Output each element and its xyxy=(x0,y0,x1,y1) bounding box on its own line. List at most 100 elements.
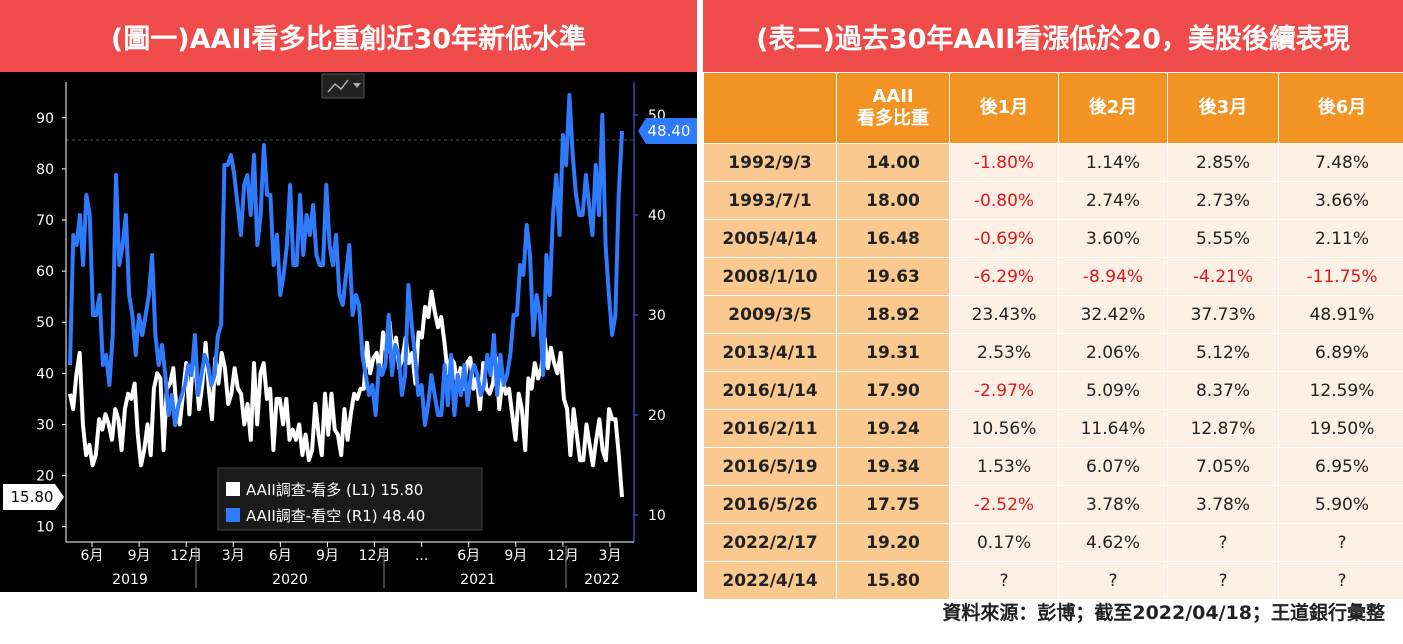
bull-ratio-cell: 17.90 xyxy=(836,371,950,410)
x-axis-month-label: 12月 xyxy=(170,548,202,564)
date-cell: 2009/3/5 xyxy=(703,295,837,334)
date-cell: 2022/4/14 xyxy=(703,561,837,600)
return-cell: ? xyxy=(1058,561,1168,600)
x-axis-month-label: 9月 xyxy=(128,548,151,564)
chart-title-banner: (圖一)AAII看多比重創近30年新低水準 xyxy=(0,0,697,72)
bear-value-tag-label: 48.40 xyxy=(648,122,691,140)
bull-series-line xyxy=(68,289,624,498)
date-cell: 1992/9/3 xyxy=(703,143,837,182)
bull-ratio-cell: 19.63 xyxy=(836,257,950,296)
table-row: 2022/4/14 15.80???? xyxy=(703,561,1403,600)
bull-value-tag xyxy=(3,484,64,511)
right-axis-tick-label: 20 xyxy=(648,408,666,424)
table-title: (表二)過去30年AAII看漲低於20，美股後續表現 xyxy=(756,23,1350,55)
left-axis-tick-label: 50 xyxy=(36,315,54,331)
return-cell: 1.53% xyxy=(949,447,1059,486)
x-axis-month-label: ... xyxy=(415,548,428,564)
table-row: 2005/4/14 16.48 -0.69% 3.60% 5.55% 2.11% xyxy=(703,219,1403,258)
return-cell: 10.56% xyxy=(949,409,1059,448)
x-axis-month-label: 6月 xyxy=(457,548,480,564)
bull-value-tag-label: 15.80 xyxy=(11,488,54,506)
return-cell: 5.55% xyxy=(1167,219,1279,258)
return-cell: -8.94% xyxy=(1058,257,1168,296)
table-title-banner: (表二)過去30年AAII看漲低於20，美股後續表現 xyxy=(703,0,1403,72)
return-cell: -4.21% xyxy=(1167,257,1279,296)
date-cell: 2016/5/19 xyxy=(703,447,837,486)
return-cell: 48.91% xyxy=(1278,295,1403,334)
return-cell: 2.74% xyxy=(1058,181,1168,220)
return-cell: 7.05% xyxy=(1167,447,1279,486)
return-cell: ? xyxy=(1167,561,1279,600)
bull-ratio-cell: 18.92 xyxy=(836,295,950,334)
date-cell: 2016/2/11 xyxy=(703,409,837,448)
return-cell: 5.09% xyxy=(1058,371,1168,410)
bull-ratio-cell: 19.31 xyxy=(836,333,950,372)
table-row: 2022/2/17 19.20 0.17% 4.62%?? xyxy=(703,523,1403,562)
x-axis-month-label: 6月 xyxy=(81,548,104,564)
return-cell: 2.06% xyxy=(1058,333,1168,372)
return-cell: 6.07% xyxy=(1058,447,1168,486)
return-cell: 2.73% xyxy=(1167,181,1279,220)
date-cell: 2022/2/17 xyxy=(703,523,837,562)
column-header: 後6月 xyxy=(1278,72,1403,144)
x-axis-year-label: 2022 xyxy=(584,572,620,588)
return-cell: 3.66% xyxy=(1278,181,1403,220)
bull-ratio-cell: 19.20 xyxy=(836,523,950,562)
left-axis-tick-label: 70 xyxy=(36,213,54,229)
chart-title: (圖一)AAII看多比重創近30年新低水準 xyxy=(110,23,587,55)
return-cell: 0.17% xyxy=(949,523,1059,562)
table-row: 2013/4/11 19.31 2.53% 2.06% 5.12% 6.89% xyxy=(703,333,1403,372)
return-cell: ? xyxy=(1278,561,1403,600)
line-chart-icon xyxy=(327,79,349,93)
return-cell: -6.29% xyxy=(949,257,1059,296)
table-row: 2016/5/19 19.34 1.53% 6.07% 7.05% 6.95% xyxy=(703,447,1403,486)
return-cell: 2.85% xyxy=(1167,143,1279,182)
return-cell: -2.97% xyxy=(949,371,1059,410)
source-note: 資料來源：彭博；截至2022/04/18；王道銀行彙整 xyxy=(942,602,1385,624)
performance-table-wrap: AAII 看多比重 後1月 後2月 後3月 後6月 1992/9/3 14.00 -1.80%… xyxy=(703,72,1403,600)
return-cell: -1.80% xyxy=(949,143,1059,182)
return-cell: 2.11% xyxy=(1278,219,1403,258)
return-cell: 7.48% xyxy=(1278,143,1403,182)
return-cell: -11.75% xyxy=(1278,257,1403,296)
left-axis-tick-label: 80 xyxy=(36,162,54,178)
return-cell: 6.95% xyxy=(1278,447,1403,486)
legend-label: AAII調查-看空 (R1) 48.40 xyxy=(246,507,425,525)
bull-ratio-cell: 14.00 xyxy=(836,143,950,182)
header-blank xyxy=(703,72,837,144)
right-axis-tick-label: 30 xyxy=(648,308,666,324)
legend-label: AAII調查-看多 (L1) 15.80 xyxy=(246,481,423,499)
return-cell: 2.53% xyxy=(949,333,1059,372)
date-cell: 2008/1/10 xyxy=(703,257,837,296)
x-axis-month-label: 3月 xyxy=(599,548,622,564)
left-axis-tick-label: 30 xyxy=(36,417,54,433)
x-axis-month-label: 9月 xyxy=(316,548,339,564)
bull-ratio-cell: 17.75 xyxy=(836,485,950,524)
column-header: 後1月 xyxy=(949,72,1059,144)
legend-swatch xyxy=(226,482,240,496)
date-cell: 2016/5/26 xyxy=(703,485,837,524)
return-cell: -2.52% xyxy=(949,485,1059,524)
bull-ratio-cell: 18.00 xyxy=(836,181,950,220)
chart-panel: 10 20 30 40 50 60 70 80 90 10 20 30 40 50 6月 9月 12月 3月 6月 9… xyxy=(0,72,697,592)
return-cell: -0.69% xyxy=(949,219,1059,258)
left-axis-tick-label: 40 xyxy=(36,366,54,382)
legend-swatch xyxy=(226,508,240,522)
return-cell: 5.12% xyxy=(1167,333,1279,372)
date-cell: 2005/4/14 xyxy=(703,219,837,258)
return-cell: 3.78% xyxy=(1167,485,1279,524)
x-axis-month-label: 6月 xyxy=(269,548,292,564)
bear-value-tag xyxy=(638,118,697,144)
return-cell: 6.89% xyxy=(1278,333,1403,372)
left-axis-tick-label: 90 xyxy=(36,111,54,127)
table-row: 2016/5/26 17.75 -2.52% 3.78% 3.78% 5.90% xyxy=(703,485,1403,524)
return-cell: 5.90% xyxy=(1278,485,1403,524)
table-row: 1993/7/1 18.00 -0.80% 2.74% 2.73% 3.66% xyxy=(703,181,1403,220)
return-cell: 11.64% xyxy=(1058,409,1168,448)
return-cell: 8.37% xyxy=(1167,371,1279,410)
bull-ratio-cell: 16.48 xyxy=(836,219,950,258)
bull-ratio-cell: 19.24 xyxy=(836,409,950,448)
x-axis-month-label: 12月 xyxy=(547,548,579,564)
return-cell: 3.78% xyxy=(1058,485,1168,524)
